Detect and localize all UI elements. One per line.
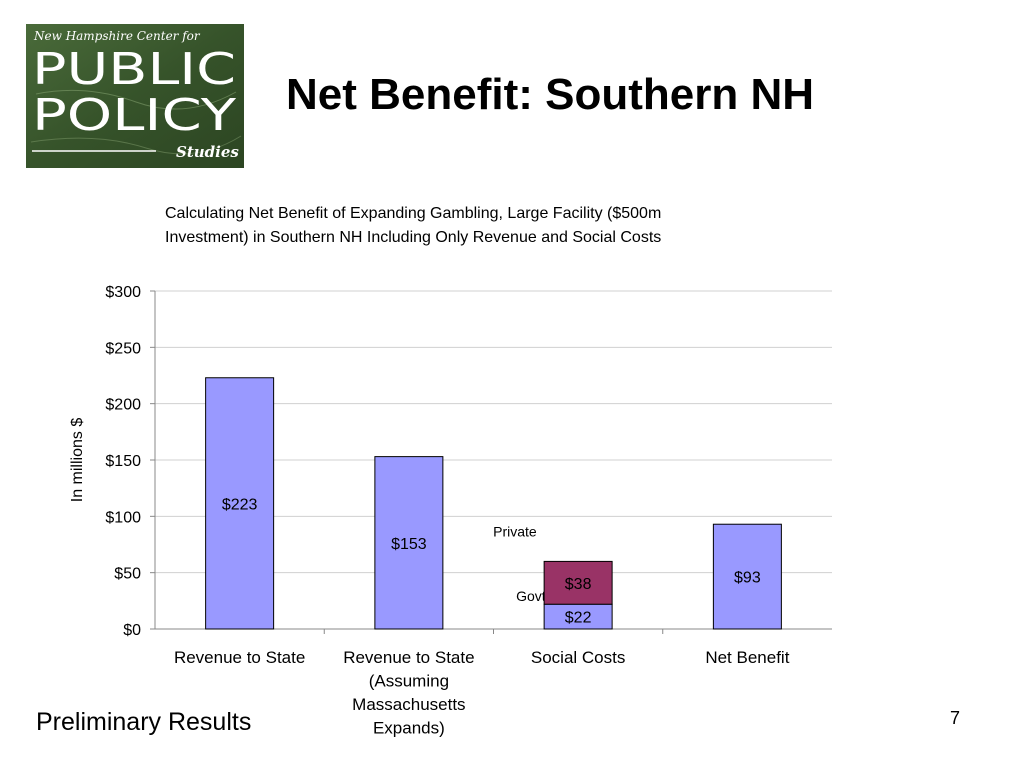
chart-title-line: Investment) in Southern NH Including Onl… — [165, 229, 661, 246]
chart-title-line: Calculating Net Benefit of Expanding Gam… — [165, 205, 661, 222]
x-category-label: Massachusetts — [352, 695, 465, 714]
bar-value-label: $22 — [565, 610, 592, 627]
y-tick-label: $50 — [114, 566, 141, 583]
y-tick-label: $200 — [105, 397, 141, 414]
page-number: 7 — [950, 708, 961, 728]
x-category-label: Revenue to State — [174, 648, 305, 667]
logo-line3: POLICY — [32, 90, 236, 141]
logo-line1: New Hampshire Center for — [33, 29, 201, 43]
bar-segment — [205, 377, 275, 630]
y-tick-label: $150 — [105, 453, 141, 470]
bar-value-label: $38 — [565, 576, 592, 593]
x-category-label: Net Benefit — [705, 648, 789, 667]
y-tick-label: $100 — [105, 509, 141, 526]
bar-segment — [543, 603, 613, 630]
y-tick-label: $250 — [105, 340, 141, 357]
bar-value-label: $93 — [734, 570, 761, 587]
y-tick-label: $300 — [105, 284, 141, 301]
logo: New Hampshire Center for PUBLIC POLICY S… — [26, 24, 244, 168]
bar-segment — [712, 523, 782, 630]
logo-line2: PUBLIC — [32, 44, 236, 95]
x-category-label: Expands) — [373, 719, 445, 738]
footer-note: Preliminary Results — [36, 708, 252, 736]
bar-value-label: $223 — [222, 496, 258, 513]
logo-line4: Studies — [176, 143, 239, 161]
x-category-label: Social Costs — [531, 648, 625, 667]
segment-annotation: Private — [493, 523, 537, 539]
y-axis-label: In millions $ — [69, 418, 86, 503]
x-category-label: Revenue to State — [343, 648, 474, 667]
bar-segment — [543, 560, 613, 605]
segment-annotation: Govt — [516, 588, 546, 604]
y-tick-label: $0 — [123, 622, 141, 639]
x-category-label: (Assuming — [369, 672, 449, 691]
bar-value-label: $153 — [391, 536, 427, 553]
bar-segment — [374, 456, 444, 630]
slide-title: Net Benefit: Southern NH — [286, 70, 814, 119]
